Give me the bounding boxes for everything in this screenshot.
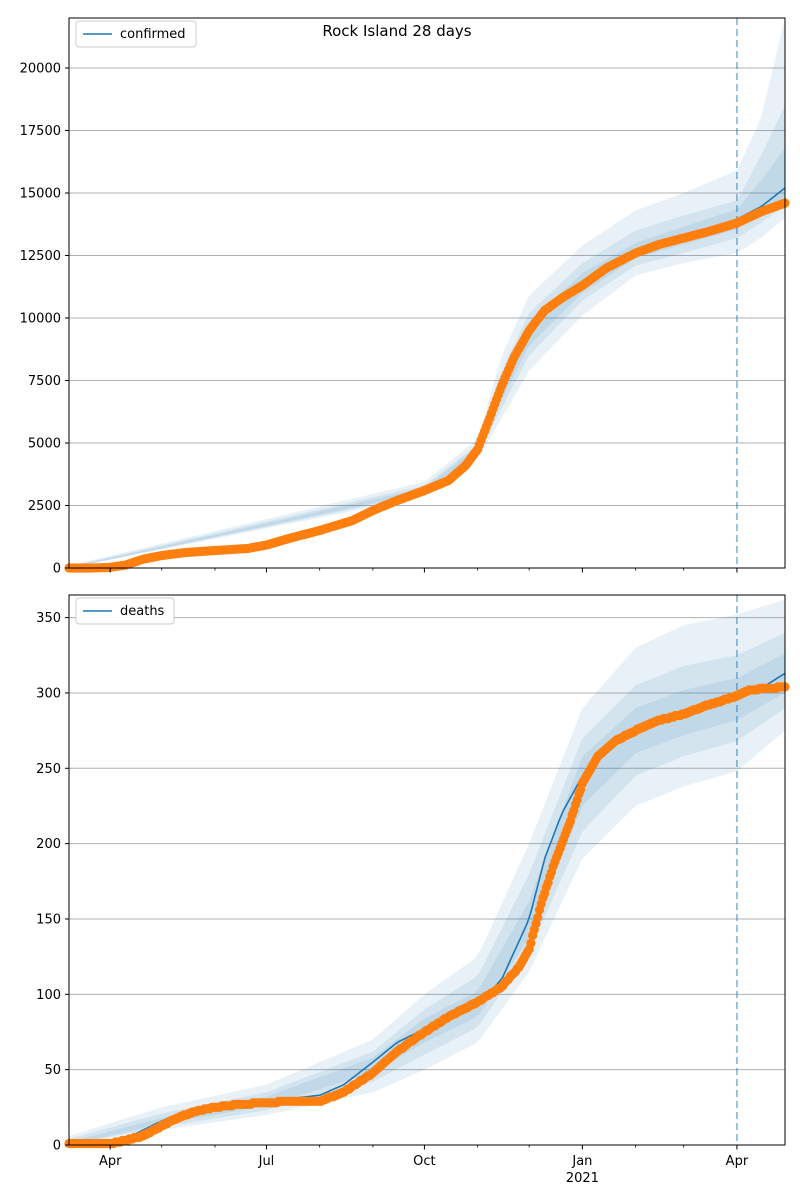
deaths-x-tick-label: Oct [413, 1154, 435, 1169]
confirmed-legend-label: confirmed [120, 27, 186, 42]
confirmed-y-tick-label: 2500 [28, 499, 61, 514]
deaths-x-ticks: Apr Jul Oct Jan 2021 Apr [99, 1145, 749, 1186]
deaths-y-tick-label: 200 [36, 837, 61, 852]
deaths-axes [68, 594, 786, 1146]
deaths-x-tick-label: Jan [571, 1154, 592, 1169]
confirmed-x-ticks [109, 568, 738, 573]
deaths-y-tick-label: 0 [53, 1139, 61, 1154]
confirmed-y-tick-label: 0 [53, 562, 61, 577]
confirmed-y-tick-label: 5000 [28, 437, 61, 452]
deaths-observed-points [64, 682, 790, 1149]
confirmed-y-tick-label: 12500 [20, 249, 61, 264]
confirmed-y-tick-label: 7500 [28, 374, 61, 389]
deaths-axes-frame [68, 594, 786, 1146]
confirmed-y-tick-label: 10000 [20, 312, 61, 327]
deaths-y-tick-label: 300 [36, 686, 61, 701]
confirmed-gridlines [69, 67, 785, 506]
confirmed-legend-box [75, 20, 197, 48]
chart-title: Rock Island 28 days [322, 22, 471, 40]
deaths-x-tick-label: Jul [258, 1154, 275, 1169]
deaths-x-tick-label: Apr [99, 1154, 122, 1169]
deaths-observed-point [526, 938, 536, 948]
confirmed-legend: confirmed [75, 20, 197, 48]
deaths-uncertainty-bands [69, 599, 785, 1145]
deaths-y-tick-label: 50 [44, 1063, 61, 1078]
deaths-y-ticks: 0 50 100 150 200 250 300 350 [36, 611, 69, 1154]
deaths-y-tick-label: 150 [36, 912, 61, 927]
confirmed-y-tick-label: 20000 [20, 62, 61, 77]
deaths-x-tick-year: 2021 [566, 1171, 599, 1186]
deaths-band-3 [69, 653, 785, 1145]
deaths-observed-point [533, 912, 543, 923]
deaths-y-tick-label: 100 [36, 988, 61, 1003]
confirmed-y-tick-label: 15000 [20, 187, 61, 202]
deaths-band-2 [69, 632, 785, 1145]
confirmed-axes [68, 17, 786, 569]
deaths-y-tick-label: 250 [36, 762, 61, 777]
deaths-gridlines [69, 617, 785, 1071]
deaths-band-1 [69, 599, 785, 1145]
confirmed-axes-frame [68, 17, 786, 569]
confirmed-y-ticks: 0 2500 5000 7500 10000 12500 15000 17500 20000 [20, 62, 69, 577]
deaths-legend-box [75, 597, 175, 625]
confirmed-y-tick-label: 17500 [20, 124, 61, 139]
confirmed-panel: 0 2500 5000 7500 10000 12500 15000 17500 20000 c… [20, 17, 790, 577]
deaths-legend-label: deaths [120, 604, 165, 619]
deaths-y-tick-label: 350 [36, 611, 61, 626]
deaths-legend: deaths [75, 597, 175, 625]
deaths-x-tick-label: Apr [726, 1154, 749, 1169]
